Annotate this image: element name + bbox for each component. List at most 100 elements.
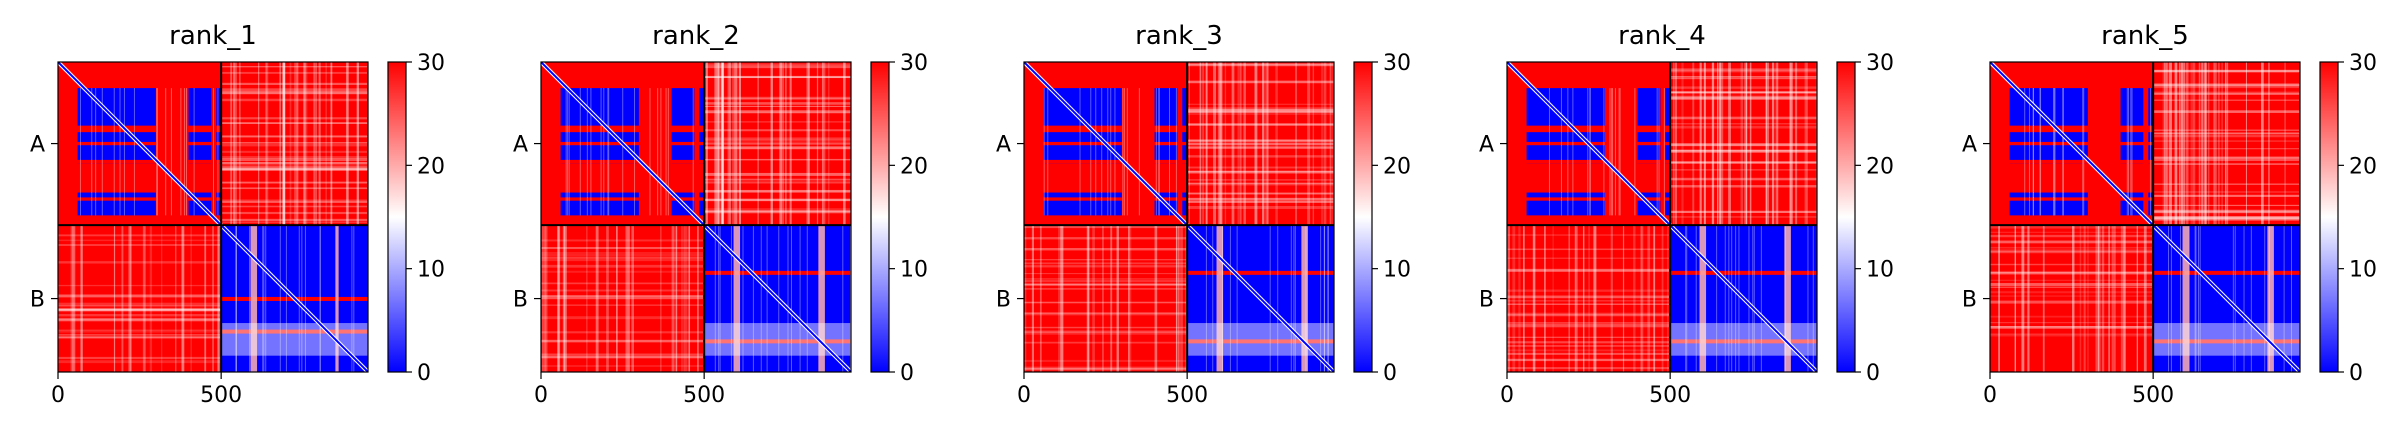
interchain-stripe [1507, 300, 1671, 302]
chainB-texture [2232, 225, 2234, 372]
chainA-texture [213, 88, 215, 216]
interchain-stripe [2014, 225, 2016, 372]
chainB-texture [235, 225, 237, 372]
chainB-texture [2250, 225, 2252, 372]
interchain-stripe [1990, 225, 2154, 229]
interchain-stripe [738, 62, 741, 226]
interchain-stripe [1024, 341, 1188, 344]
chainA-texture [1587, 88, 1589, 216]
interchain-stripe [1990, 271, 2154, 274]
interchain-stripe [704, 65, 851, 69]
interchain-stripe [265, 62, 268, 226]
interchain-stripe [541, 258, 705, 262]
interchain-stripe [2198, 62, 2201, 226]
interchain-stripe [1321, 62, 1323, 226]
interchain-stripe [1266, 62, 1269, 226]
interchain-stripe [704, 198, 851, 202]
interchain-stripe [1766, 62, 1769, 226]
interchain-stripe [2153, 191, 2300, 193]
colorbar-tick-label: 30 [900, 51, 928, 76]
interchain-stripe [1187, 145, 1334, 149]
chainB-texture [752, 225, 754, 372]
interchain-stripe [1507, 234, 1671, 236]
interchain-stripe [221, 117, 368, 120]
interchain-stripe [1990, 249, 2154, 253]
interchain-stripe [1670, 161, 1817, 163]
interchain-stripe [843, 62, 846, 226]
interchain-stripe [704, 139, 851, 142]
interchain-stripe [2166, 62, 2169, 226]
chainA-texture [567, 88, 569, 216]
chainB-texture [1324, 225, 1326, 372]
interchain-stripe [279, 62, 282, 226]
interchain-stripe [1254, 62, 1258, 226]
chainB-band [704, 270, 851, 275]
interchain-stripe [1670, 95, 1817, 99]
interchain-stripe [1990, 322, 2154, 324]
interchain-stripe [2180, 62, 2184, 226]
interchain-stripe [1024, 330, 1188, 333]
interchain-stripe [1323, 62, 1327, 226]
interchain-stripe [704, 142, 851, 145]
interchain-stripe [1187, 166, 1334, 169]
interchain-stripe [212, 225, 214, 372]
chainB-texture [1327, 225, 1329, 372]
interchain-stripe [2153, 110, 2300, 113]
interchain-stripe [704, 190, 851, 193]
interchain-stripe [1060, 225, 1064, 372]
interchain-stripe [1717, 62, 1719, 226]
interchain-stripe [562, 225, 565, 372]
interchain-stripe [1187, 110, 1334, 113]
interchain-stripe [2153, 194, 2300, 197]
interchain-stripe [2083, 225, 2086, 372]
interchain-stripe [2153, 210, 2300, 214]
interchain-stripe [1507, 336, 1671, 339]
interchain-stripe [1024, 283, 1188, 286]
interchain-stripe [1254, 62, 1257, 226]
chainA-texture [622, 88, 624, 216]
chainA-texture [2039, 88, 2041, 216]
y-tick-label: A [1962, 133, 1977, 158]
chainA-texture [634, 88, 636, 216]
interchain-stripe [58, 307, 222, 311]
interchain-stripe [1154, 225, 1158, 372]
colorbar-tick-label: 20 [1866, 154, 1894, 179]
diagonal [1024, 62, 1334, 372]
interchain-stripe [1187, 197, 1334, 201]
chainA-texture [1107, 88, 1109, 216]
interchain-stripe [821, 62, 824, 226]
interchain-stripe [221, 122, 368, 124]
chainB-texture [2195, 225, 2197, 372]
interchain-stripe [1178, 225, 1182, 372]
chainB-texture [1728, 225, 1730, 372]
interchain-stripe [2153, 83, 2300, 87]
interchain-stripe [1674, 62, 1678, 226]
interchain-stripe [704, 105, 851, 107]
interchain-stripe [218, 225, 220, 372]
interchain-stripe [1568, 225, 1571, 372]
interchain-stripe [2268, 62, 2270, 226]
interchain-stripe [221, 143, 368, 147]
interchain-stripe [2153, 70, 2300, 72]
interchain-stripe [1552, 225, 1554, 372]
interchain-stripe [1224, 62, 1227, 226]
chainA-texture [1609, 88, 1611, 216]
interchain-stripe [1039, 225, 1042, 372]
interchain-stripe [58, 318, 222, 322]
interchain-stripe [1507, 225, 1510, 372]
interchain-stripe [720, 62, 724, 226]
interchain-stripe [1187, 111, 1334, 114]
interchain-stripe [716, 62, 720, 226]
interchain-stripe [541, 289, 705, 292]
chainA-texture [590, 88, 592, 216]
plot-frame [57, 61, 369, 373]
interchain-stripe [541, 353, 705, 356]
chainB-texture [1724, 225, 1726, 372]
interchain-stripe [1990, 300, 2154, 304]
interchain-stripe [1795, 62, 1798, 226]
interchain-stripe [1692, 62, 1695, 226]
interchain-stripe [2153, 158, 2300, 162]
chainA-texture [217, 88, 219, 216]
chainA-band [541, 159, 705, 164]
interchain-stripe [1507, 303, 1671, 305]
